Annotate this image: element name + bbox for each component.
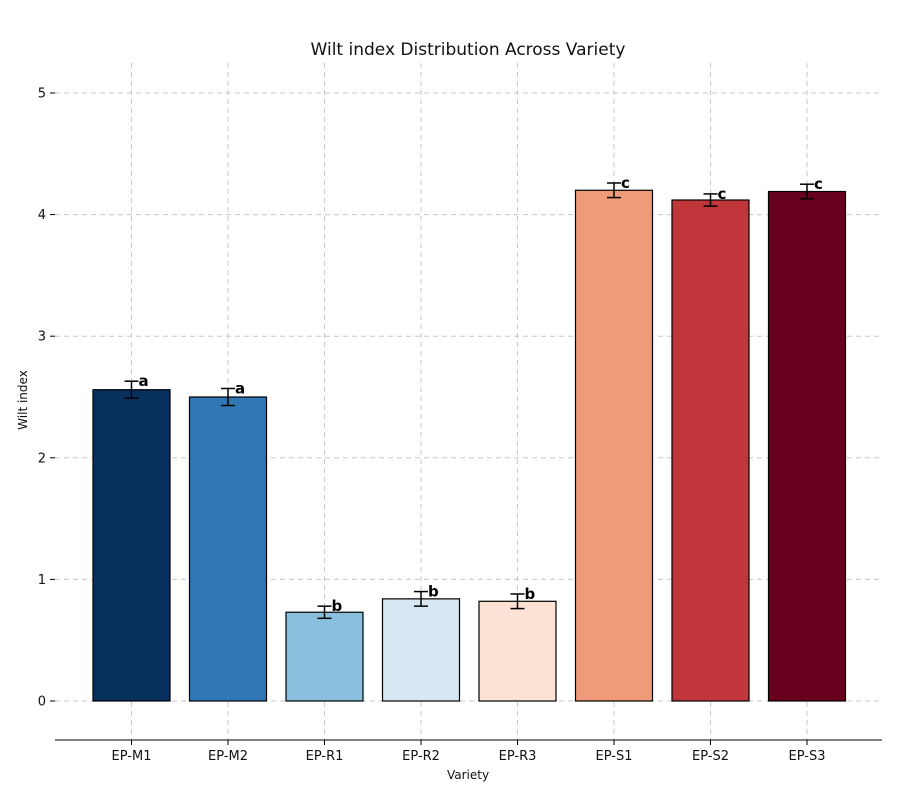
bar (285, 611, 364, 702)
significance-label: b (428, 583, 439, 601)
y-tick-label: 3 (38, 330, 46, 345)
y-tick-label: 2 (38, 451, 46, 466)
x-tick-label: EP-M2 (208, 749, 248, 764)
y-tick-label: 4 (38, 208, 46, 223)
bar (188, 396, 268, 702)
y-axis-label: Wilt index (16, 370, 30, 430)
significance-label: b (332, 597, 343, 615)
x-tick-label: EP-S2 (692, 749, 729, 764)
significance-label: c (814, 175, 823, 193)
significance-label: a (235, 379, 245, 397)
significance-label: c (621, 174, 630, 192)
error-bars (124, 182, 814, 620)
x-tick-label: EP-R2 (402, 749, 440, 764)
bar (671, 199, 750, 702)
y-tick-label: 1 (38, 573, 46, 588)
x-axis-label: Variety (447, 768, 489, 782)
significance-label: c (718, 185, 727, 203)
bar (478, 600, 557, 702)
bar (574, 189, 654, 702)
x-tick-label: EP-R1 (306, 749, 344, 764)
grid-lines (55, 63, 882, 740)
x-axis-ticks: EP-M1 EP-M2 EP-R1 EP-R2 EP-R3 EP-S1 EP-S2 EP-S3 (112, 740, 826, 764)
bar (92, 389, 171, 702)
chart-title: Wilt index Distribution Across Variety (311, 40, 626, 60)
bar (381, 598, 461, 702)
x-tick-label: EP-M1 (112, 749, 152, 764)
x-tick-label: EP-R3 (499, 749, 537, 764)
y-tick-label: 5 (38, 87, 46, 102)
significance-labels: a a b b b c c c (139, 174, 823, 615)
bars (92, 189, 847, 702)
significance-label: b (525, 585, 536, 603)
y-axis-ticks: 0 1 2 3 4 5 (38, 87, 55, 710)
significance-label: a (139, 372, 149, 390)
y-tick-label: 0 (38, 695, 46, 710)
x-tick-label: EP-S3 (789, 749, 826, 764)
bar (767, 190, 847, 702)
x-tick-label: EP-S1 (596, 749, 633, 764)
